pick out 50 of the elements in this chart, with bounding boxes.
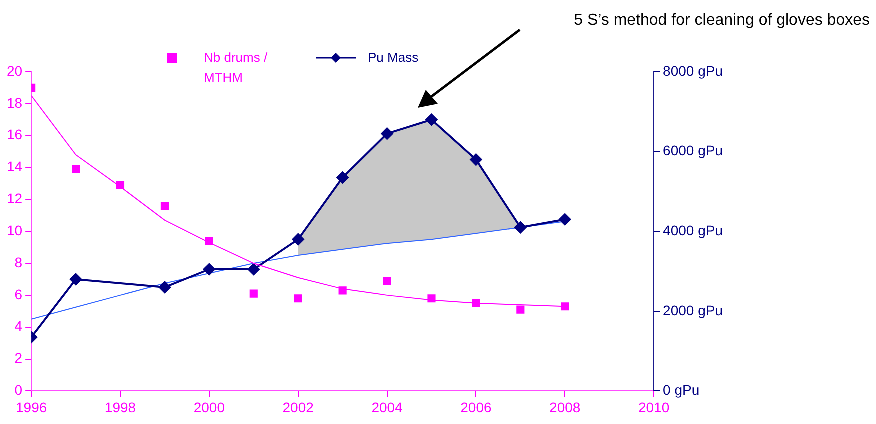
y-tick-label: 8 <box>14 254 23 270</box>
y2-tick-label: 6000 gPu <box>663 142 724 159</box>
x-tick-label: 1996 <box>16 399 48 416</box>
point <box>559 214 572 226</box>
point <box>158 281 171 294</box>
point <box>250 290 258 298</box>
point <box>248 264 260 276</box>
point <box>472 299 480 308</box>
x-tick-label: 2004 <box>372 399 404 416</box>
x-tick-label: 2002 <box>282 399 314 416</box>
y2-tick-label: 0 gPu <box>663 382 700 398</box>
y2-tick-label: 8000 gPu <box>663 62 724 79</box>
point <box>205 237 214 246</box>
point <box>514 222 527 234</box>
point <box>203 264 216 276</box>
x-tick-label: 1998 <box>104 399 136 416</box>
point <box>381 128 394 140</box>
point <box>70 273 82 286</box>
point <box>426 114 438 126</box>
y-tick-label: 0 <box>14 382 23 398</box>
point <box>72 165 80 174</box>
x-tick-label: 2008 <box>550 399 581 416</box>
point <box>292 234 304 246</box>
y-tick-label: 12 <box>6 190 23 207</box>
point <box>383 277 392 286</box>
point <box>516 306 525 314</box>
y2-tick-label: 4000 gPu <box>663 222 724 238</box>
x-tick-label: 2006 <box>460 399 492 416</box>
point <box>336 172 349 184</box>
point <box>160 202 169 210</box>
text: 5 S’s method for cleaning of gloves boxes <box>574 12 870 30</box>
y2-tick-label: 2000 gPu <box>663 302 724 318</box>
y-tick-label: 20 <box>6 62 23 79</box>
legend-label: Nb drums / MTHM <box>204 49 269 87</box>
y-tick-label: 2 <box>14 350 23 366</box>
y-tick-label: 10 <box>6 222 23 238</box>
point <box>470 154 482 166</box>
point <box>116 181 125 190</box>
y-tick-label: 14 <box>6 158 23 175</box>
point <box>338 286 347 295</box>
legend-label: Pu Mass <box>368 49 419 67</box>
x-tick-label: 2000 <box>194 399 226 416</box>
point <box>561 302 570 311</box>
y-tick-label: 16 <box>6 126 23 143</box>
y-tick-label: 4 <box>14 318 23 334</box>
point <box>428 294 436 303</box>
y-tick-label: 18 <box>6 94 23 111</box>
y-tick-label: 6 <box>14 286 23 302</box>
x-tick-label: 2010 <box>638 399 670 416</box>
point <box>294 294 302 303</box>
